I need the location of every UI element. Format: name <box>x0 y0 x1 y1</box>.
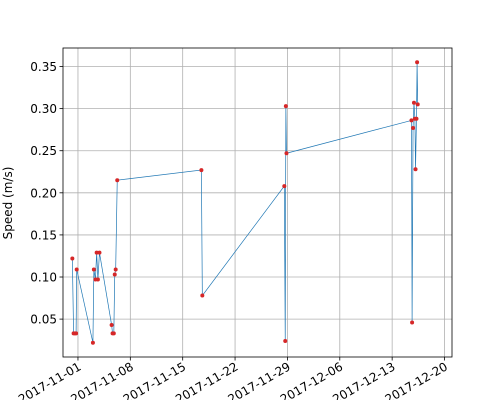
data-point <box>109 323 114 328</box>
data-point <box>91 267 96 272</box>
data-point <box>115 178 120 183</box>
data-point <box>97 250 102 255</box>
data-point <box>410 320 415 325</box>
y-tick-label: 0.20 <box>30 186 57 200</box>
series-marker-layer <box>70 60 420 345</box>
data-point <box>415 60 420 65</box>
data-point <box>414 116 419 121</box>
data-point <box>283 104 288 109</box>
y-tick-label: 0.35 <box>30 60 57 74</box>
data-point <box>74 331 79 336</box>
y-tick-label: 0.05 <box>30 313 57 327</box>
y-axis: 0.05 0.10 0.15 0.20 0.25 0.30 0.35 <box>30 60 63 327</box>
plot-border <box>62 47 453 358</box>
data-point <box>95 277 100 282</box>
data-point <box>282 184 287 189</box>
data-point <box>74 267 79 272</box>
data-point <box>112 272 117 277</box>
data-point <box>90 340 95 345</box>
data-point <box>413 167 418 172</box>
data-point <box>411 125 416 130</box>
y-tick-label: 0.30 <box>30 102 57 116</box>
data-point <box>70 256 75 261</box>
grid <box>63 48 452 357</box>
plot-frame <box>62 47 453 358</box>
y-tick-label: 0.25 <box>30 144 57 158</box>
data-point <box>284 151 289 156</box>
data-point <box>94 250 99 255</box>
data-point <box>409 118 414 123</box>
y-tick-label: 0.15 <box>30 228 57 242</box>
data-point <box>113 267 118 272</box>
data-point <box>415 102 420 107</box>
data-point <box>200 293 205 298</box>
series-line-layer <box>72 62 419 343</box>
data-point <box>283 339 288 343</box>
series-line <box>72 62 419 343</box>
x-axis: 2017-11-012017-11-082017-11-152017-11-22… <box>16 357 450 404</box>
y-axis-label: Speed (m/s) <box>1 167 15 240</box>
data-point <box>199 168 204 173</box>
y-tick-label: 0.10 <box>30 271 57 285</box>
data-point <box>111 331 116 336</box>
data-point <box>411 100 416 105</box>
